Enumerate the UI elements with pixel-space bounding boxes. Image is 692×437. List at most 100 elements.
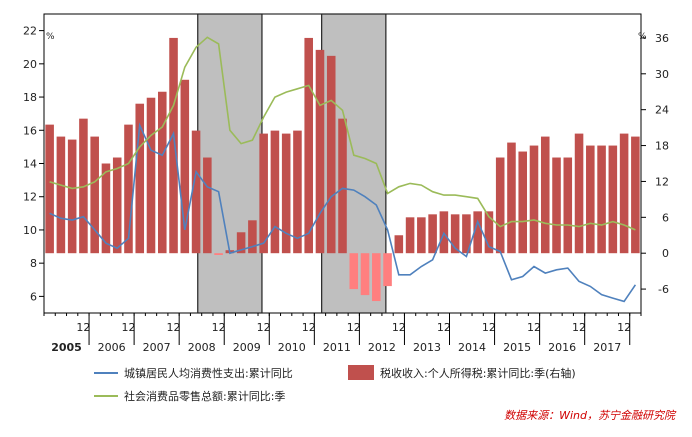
x-month-label: 12: [617, 321, 631, 334]
line-series-1: [49, 122, 637, 303]
bar-8: [135, 103, 145, 254]
x-month-label: 12: [302, 321, 316, 334]
bar-12: [180, 79, 190, 254]
bar-34: [428, 214, 437, 254]
right-tick-label: 6: [662, 211, 669, 224]
bar-30: [383, 253, 392, 287]
right-tick-label: 24: [655, 104, 669, 117]
x-year-label: 2017: [593, 341, 621, 354]
right-tick-label: 18: [655, 140, 669, 153]
bar-42: [518, 151, 528, 254]
bar-40: [495, 157, 505, 254]
bar-10: [157, 91, 167, 254]
bar-22: [293, 130, 302, 254]
bar-5: [101, 163, 111, 254]
x-month-label: 12: [167, 321, 181, 334]
bar-26: [338, 118, 347, 254]
left-axis-unit: %: [46, 32, 55, 42]
bar-47: [574, 133, 584, 254]
line-series-2: [49, 36, 636, 231]
bar-44: [540, 136, 550, 254]
right-tick-label: 12: [655, 175, 669, 188]
bar-52: [631, 136, 640, 254]
bar-32: [405, 217, 415, 254]
bar-24: [315, 49, 325, 254]
bar-51: [619, 133, 629, 254]
bar-31: [394, 235, 404, 254]
bar-49: [597, 145, 606, 254]
right-axis-unit: %: [638, 32, 647, 42]
bar-1: [56, 136, 66, 254]
left-tick-label: 14: [23, 158, 37, 171]
x-year-label: 2016: [548, 341, 576, 354]
left-tick-label: 6: [30, 290, 37, 303]
bar-50: [608, 145, 618, 254]
x-month-label: 12: [257, 321, 271, 334]
bar-17: [236, 232, 246, 254]
x-year-label: 2005: [51, 341, 82, 354]
x-year-label: 2011: [323, 341, 351, 354]
bar-45: [552, 157, 561, 254]
bar-2: [67, 139, 77, 254]
left-tick-label: 20: [23, 58, 37, 71]
bar-20: [270, 130, 280, 254]
x-year-label: 2008: [188, 341, 216, 354]
bar-11: [169, 37, 178, 254]
bar-6: [112, 157, 122, 254]
bar-23: [304, 37, 313, 254]
bar-9: [146, 97, 156, 254]
x-year-label: 2015: [503, 341, 531, 354]
bar-7: [124, 124, 133, 254]
bar-4: [90, 136, 99, 254]
left-tick-label: 22: [23, 25, 37, 38]
left-tick-label: 10: [23, 224, 37, 237]
right-tick-label: -6: [658, 283, 669, 296]
x-month-label: 12: [76, 321, 90, 334]
bar-13: [191, 130, 201, 254]
bar-19: [259, 133, 268, 254]
bar-15: [214, 253, 223, 255]
bar-18: [248, 220, 257, 254]
bar-43: [529, 145, 539, 254]
x-month-label: 12: [482, 321, 496, 334]
x-year-label: 2010: [278, 341, 306, 354]
bar-25: [326, 55, 336, 254]
x-month-label: 12: [572, 321, 586, 334]
data-source-note: 数据来源：Wind，苏宁金融研究院: [504, 409, 677, 422]
legend-label-3: 社会消费品零售总额:累计同比:季: [124, 389, 285, 403]
x-month-label: 12: [527, 321, 541, 334]
bar-37: [462, 214, 471, 254]
x-year-label: 2009: [233, 341, 261, 354]
right-tick-label: 30: [655, 68, 669, 81]
left-tick-label: 18: [23, 91, 37, 104]
x-year-label: 2013: [413, 341, 441, 354]
bar-41: [507, 142, 516, 254]
x-year-label: 2006: [98, 341, 126, 354]
left-tick-label: 8: [30, 257, 37, 270]
bar-48: [586, 145, 595, 254]
bar-36: [450, 214, 460, 254]
x-month-label: 12: [212, 321, 226, 334]
x-month-label: 12: [121, 321, 135, 334]
bar-21: [281, 133, 291, 254]
x-month-label: 12: [392, 321, 406, 334]
x-year-label: 2007: [143, 341, 171, 354]
left-tick-label: 12: [23, 191, 37, 204]
x-year-label: 2012: [368, 341, 396, 354]
bar-46: [563, 157, 573, 254]
bar-0: [45, 124, 54, 254]
bar-33: [417, 217, 426, 254]
bar-38: [473, 211, 482, 254]
x-year-label: 2014: [458, 341, 486, 354]
left-tick-label: 16: [23, 124, 37, 137]
bar-29: [372, 253, 381, 302]
legend-label-2: 税收收入:个人所得税:累计同比:季(右轴): [380, 366, 576, 380]
bar-27: [349, 253, 359, 290]
x-month-label: 12: [437, 321, 451, 334]
right-tick-label: 0: [662, 247, 669, 260]
bar-28: [360, 253, 370, 296]
bar-14: [203, 157, 212, 254]
legend-label-1: 城镇居民人均消费性支出:累计同比: [124, 366, 293, 380]
